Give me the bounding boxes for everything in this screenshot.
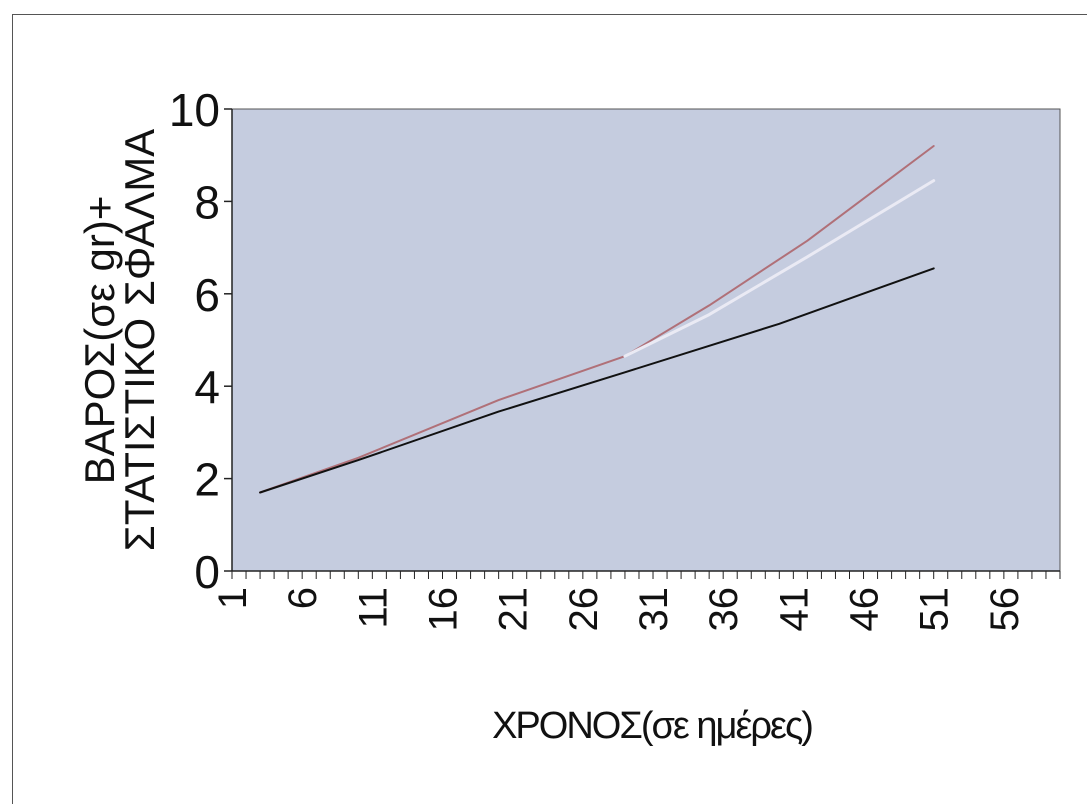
y-tick-label: 0 — [194, 546, 220, 598]
y-tick-label: 4 — [194, 361, 220, 413]
x-tick-label: 6 — [281, 587, 325, 609]
x-tick-label: 1 — [211, 587, 255, 609]
y-tick-label: 2 — [194, 454, 220, 506]
series-line-2 — [623, 179, 936, 358]
x-tick-label: 51 — [913, 587, 957, 632]
x-tick-label: 16 — [422, 587, 466, 632]
y-axis-label: ΒΑΡΟΣ(σε gr)+ ΣΤΑΤΙΣΤΙΚΟ ΣΦΑΛΜΑ — [76, 129, 163, 551]
series-line-3 — [259, 267, 935, 494]
x-tick-label: 21 — [492, 587, 536, 632]
x-tick-label: 31 — [632, 587, 676, 632]
x-tick-label: 11 — [351, 587, 395, 629]
y-axis-label-line-1: ΒΑΡΟΣ(σε gr)+ — [76, 196, 123, 485]
chart-frame — [12, 14, 1087, 804]
y-axis-label-line-2: ΣΤΑΤΙΣΤΙΚΟ ΣΦΑΛΜΑ — [116, 129, 163, 551]
x-tick-label: 46 — [843, 587, 887, 632]
x-tick-label: 56 — [983, 587, 1027, 632]
x-tick-label: 36 — [702, 587, 746, 632]
x-axis-label: ΧΡΟΝΟΣ(σε ημέρες) — [492, 705, 812, 747]
plot-area — [231, 108, 1061, 572]
x-tick-label: 26 — [562, 587, 606, 632]
y-tick-label: 8 — [194, 176, 220, 228]
x-tick-label: 41 — [772, 587, 816, 632]
y-tick-label: 6 — [194, 269, 220, 321]
y-tick-label: 10 — [169, 84, 220, 136]
